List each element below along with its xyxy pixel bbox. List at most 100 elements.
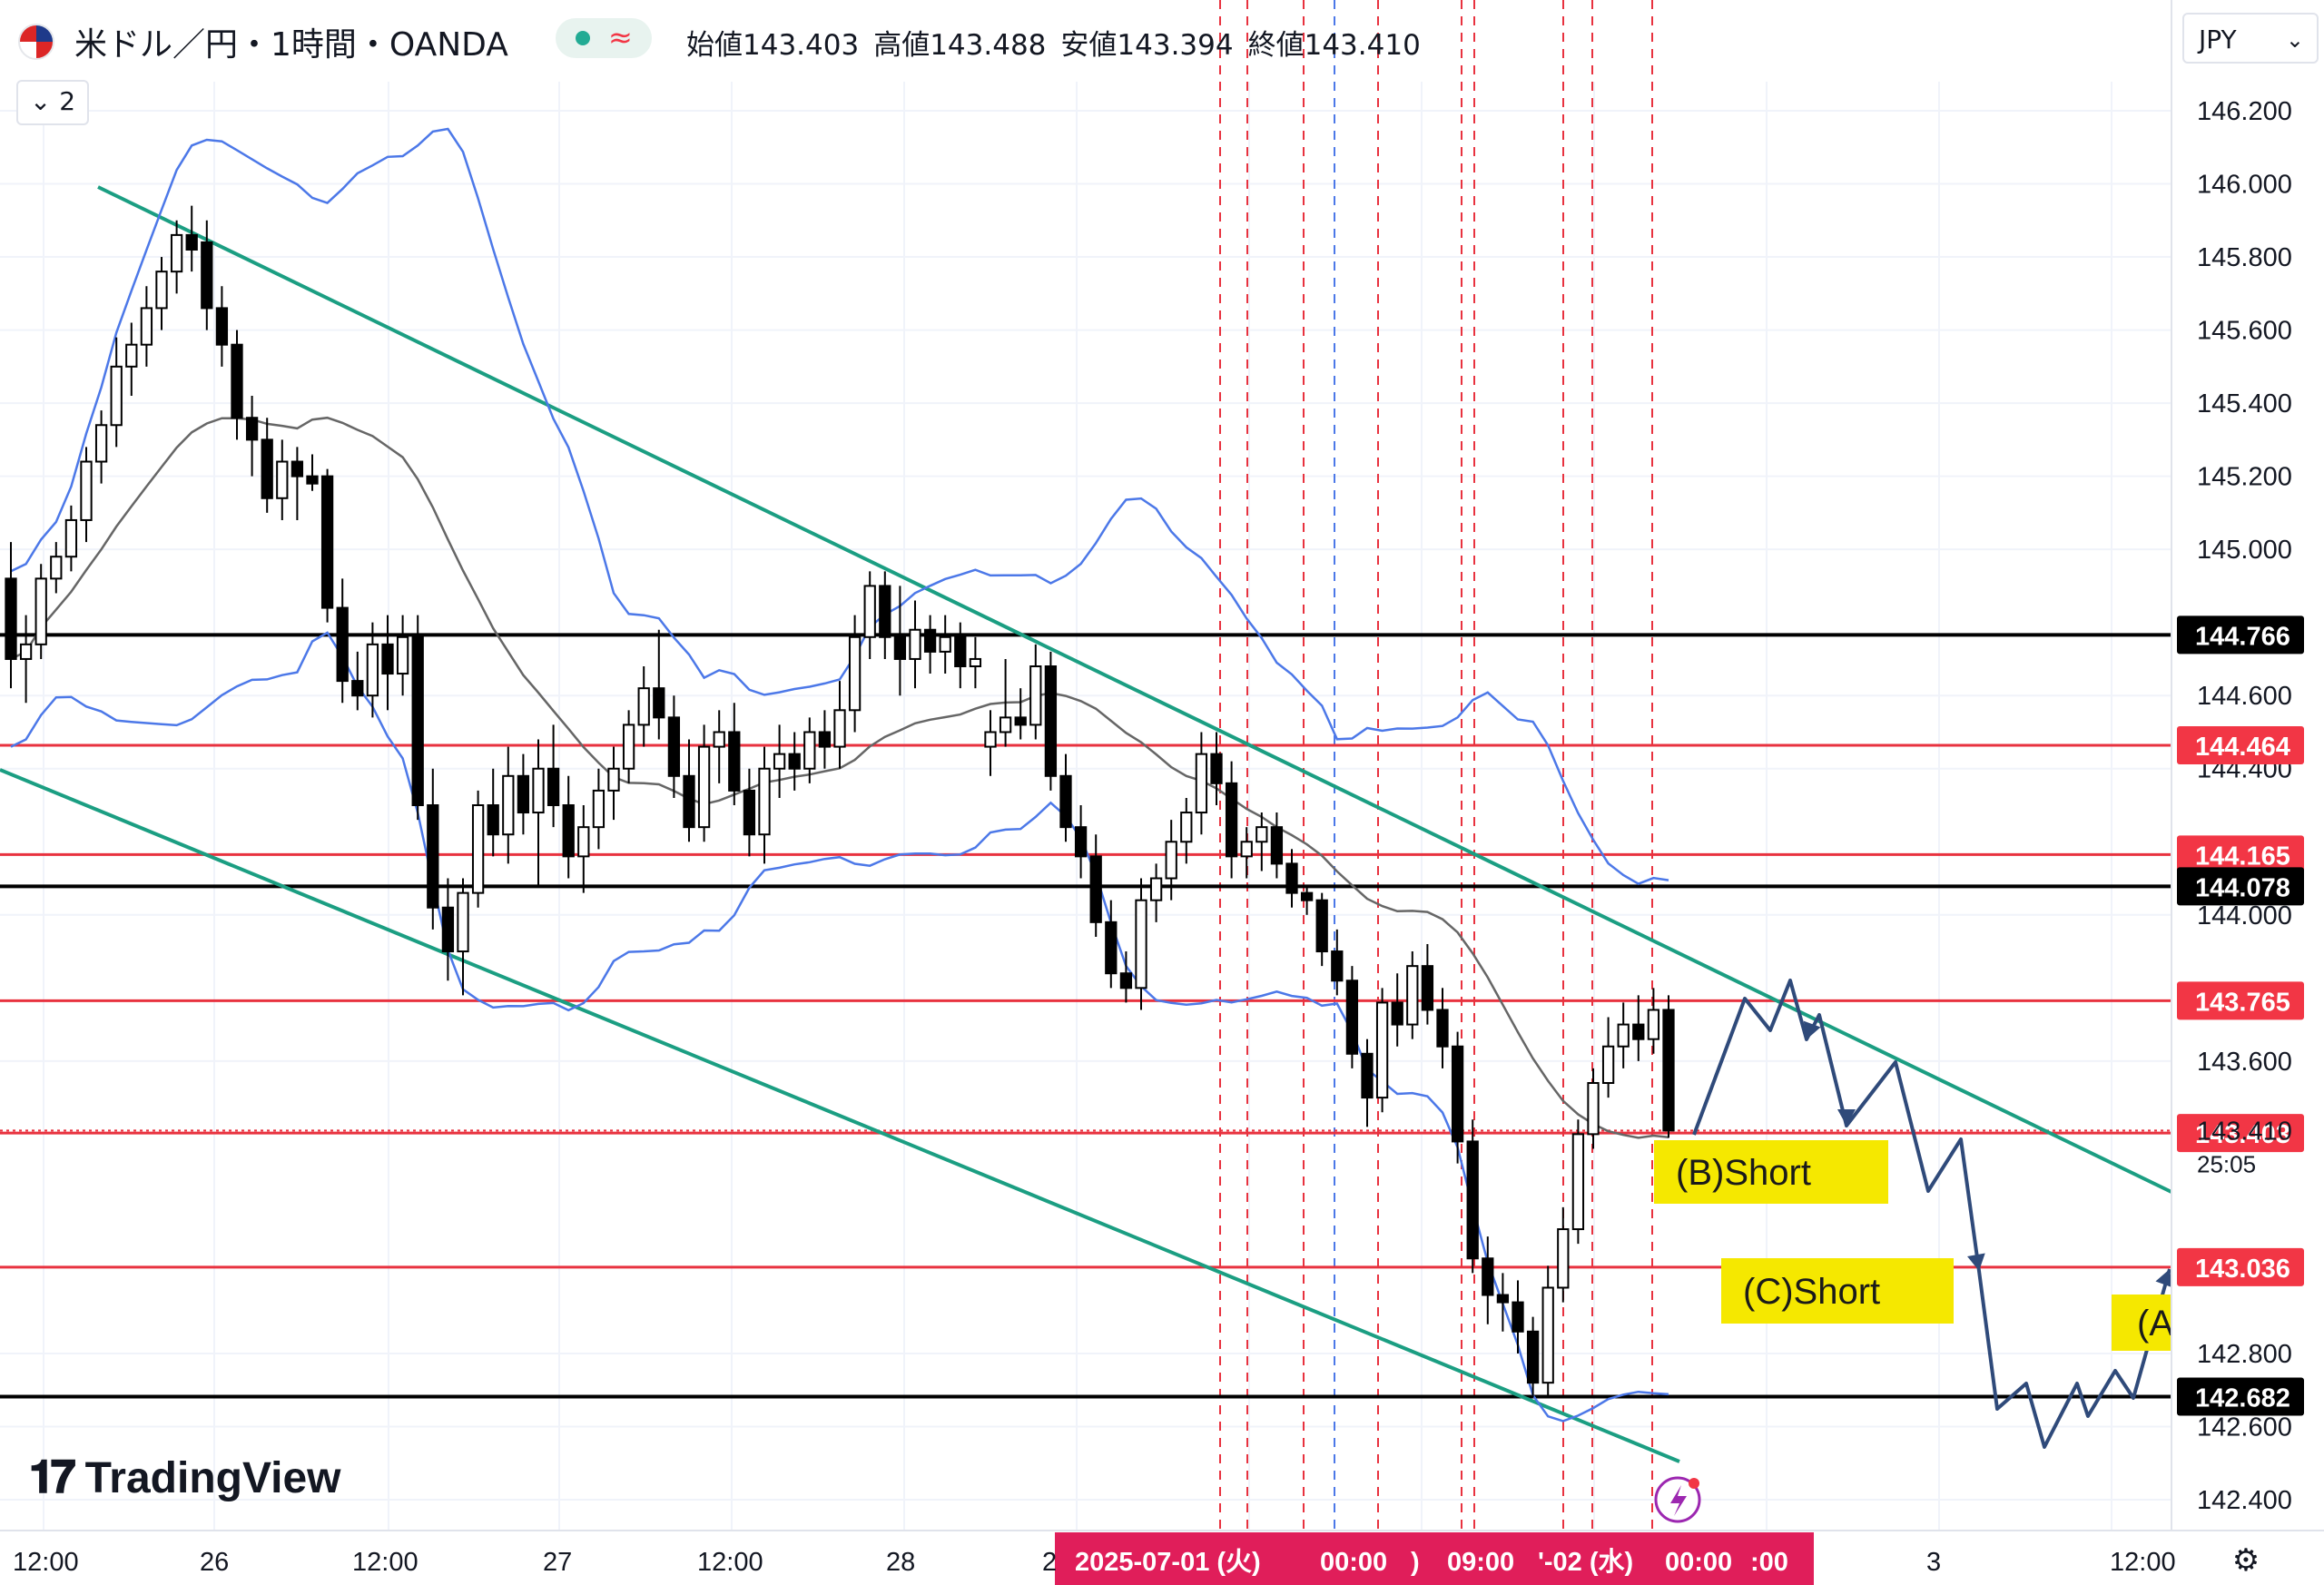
candle-down (411, 635, 424, 807)
time-tick-label: 12:00 (697, 1548, 763, 1577)
symbol-title[interactable]: 米ドル／円・1時間・OANDA (74, 26, 508, 64)
candle-down (683, 774, 695, 829)
usd-jpy-flag-icon (18, 24, 54, 60)
candle-down (954, 635, 967, 668)
candle-up (170, 233, 183, 273)
time-tick-label: 12:00 (352, 1548, 419, 1577)
scenario-path[interactable] (1692, 979, 2178, 1449)
candle-down (1466, 1140, 1479, 1260)
candle-down (231, 343, 243, 419)
time-tick-label: '-02 (水) (1538, 1547, 1633, 1577)
candles (5, 205, 1675, 1398)
candle-down (923, 628, 937, 653)
annotation-box (1654, 1140, 1888, 1204)
level-price-tag (2177, 1377, 2304, 1416)
candle-down (1512, 1301, 1524, 1333)
gear-icon[interactable]: ⚙ (2231, 1542, 2260, 1579)
alert-dot-icon (1689, 1478, 1699, 1489)
arrowhead-icon (1837, 1109, 1856, 1126)
candle-down (290, 460, 304, 477)
wave-icon: ≈ (608, 20, 633, 54)
level-price-tag (2177, 835, 2304, 874)
countdown-label: 25:05 (2197, 1150, 2256, 1177)
price-tick-label: 145.800 (2197, 243, 2292, 272)
channel-lower-line (0, 768, 1680, 1463)
candle-up (622, 724, 635, 770)
candle-down (728, 731, 741, 792)
candle-down (547, 767, 560, 806)
descending-channel[interactable] (0, 185, 2176, 1463)
candle-up (110, 365, 123, 427)
arrowhead-icon (1967, 1253, 1985, 1271)
level-price-label: 143.403 (2195, 1120, 2290, 1149)
candle-down (261, 438, 273, 499)
time-tick-label: 00:00 (1665, 1548, 1732, 1577)
level-price-tag (2177, 725, 2304, 764)
candle-up (773, 753, 786, 770)
candle-down (1074, 826, 1088, 858)
candle-up (502, 774, 515, 836)
currency-selector[interactable]: JPY ⌄ (2182, 13, 2319, 64)
scenario-arrowhead (1803, 1020, 1821, 1039)
candle-down (1526, 1330, 1540, 1384)
channel-upper-line (97, 185, 2176, 1196)
candle-up (637, 687, 650, 726)
annotation-label: (C)Short (1743, 1272, 1880, 1312)
time-tick-label: 3 (1926, 1548, 1941, 1577)
indicators-collapse-button[interactable]: ⌄ 2 (16, 80, 89, 125)
candle-up (999, 716, 1012, 733)
candle-down (653, 687, 665, 719)
candle-up (457, 891, 469, 953)
candle-down (562, 804, 575, 858)
last-price-label: 143.410 (2197, 1117, 2292, 1146)
candle-up (909, 628, 921, 660)
candle-down (1496, 1294, 1510, 1304)
candle-up (984, 731, 997, 748)
low-value: 安値143.394 (1060, 29, 1234, 62)
time-tick-label: 27 (543, 1548, 572, 1577)
level-price-tag (2177, 981, 2304, 1020)
lightning-icon (1670, 1485, 1687, 1516)
candle-down (1421, 965, 1434, 1011)
market-status-pill[interactable]: ≈ (556, 18, 652, 58)
candle-down (1059, 774, 1072, 829)
candle-down (1331, 950, 1344, 982)
time-tick-label: 28 (886, 1548, 915, 1577)
time-tick-label: 2 (1042, 1548, 1057, 1577)
arrowhead-icon (1803, 1020, 1821, 1039)
candle-up (64, 518, 78, 558)
candle-down (381, 643, 394, 675)
price-tick-label: 145.000 (2197, 536, 2292, 565)
level-price-tag (2177, 867, 2304, 906)
candle-down (185, 233, 198, 251)
price-axis-bg (2171, 0, 2324, 1585)
time-tick-label: 12:00 (2110, 1548, 2176, 1577)
candle-down (1300, 891, 1314, 901)
price-tick-label: 142.800 (2197, 1340, 2292, 1369)
candle-up (577, 826, 590, 858)
scenario-arrowhead (2155, 1269, 2173, 1288)
candle-down (1225, 782, 1238, 858)
candle-down (667, 716, 681, 777)
candle-down (351, 680, 364, 697)
level-price-label: 144.766 (2195, 622, 2290, 651)
candle-up (758, 767, 771, 836)
candle-up (939, 635, 951, 653)
candle-up (1541, 1286, 1554, 1384)
time-axis[interactable]: 12:00 26 12:00 27 12:00 28 2 2025-07-01 (火) 00:0… (0, 1530, 2324, 1585)
ohlc-values: 始値143.403 高値143.488 安値143.394 終値143.410 (686, 22, 1435, 63)
candle-down (487, 804, 499, 836)
price-tick-label: 144.000 (2197, 901, 2292, 930)
market-open-dot-icon (576, 31, 590, 45)
candle-down (1119, 972, 1133, 989)
candle-down (1345, 980, 1359, 1055)
candle-down (1451, 1045, 1464, 1143)
candle-down (743, 789, 756, 836)
candle-up (50, 556, 63, 580)
candle-up (969, 657, 982, 668)
price-axis[interactable]: 146.200 146.000 145.800 145.600 145.400 145.2… (2171, 0, 2324, 1585)
candle-up (155, 271, 168, 310)
candle-down (1210, 753, 1223, 784)
candle-up (1617, 1023, 1630, 1048)
